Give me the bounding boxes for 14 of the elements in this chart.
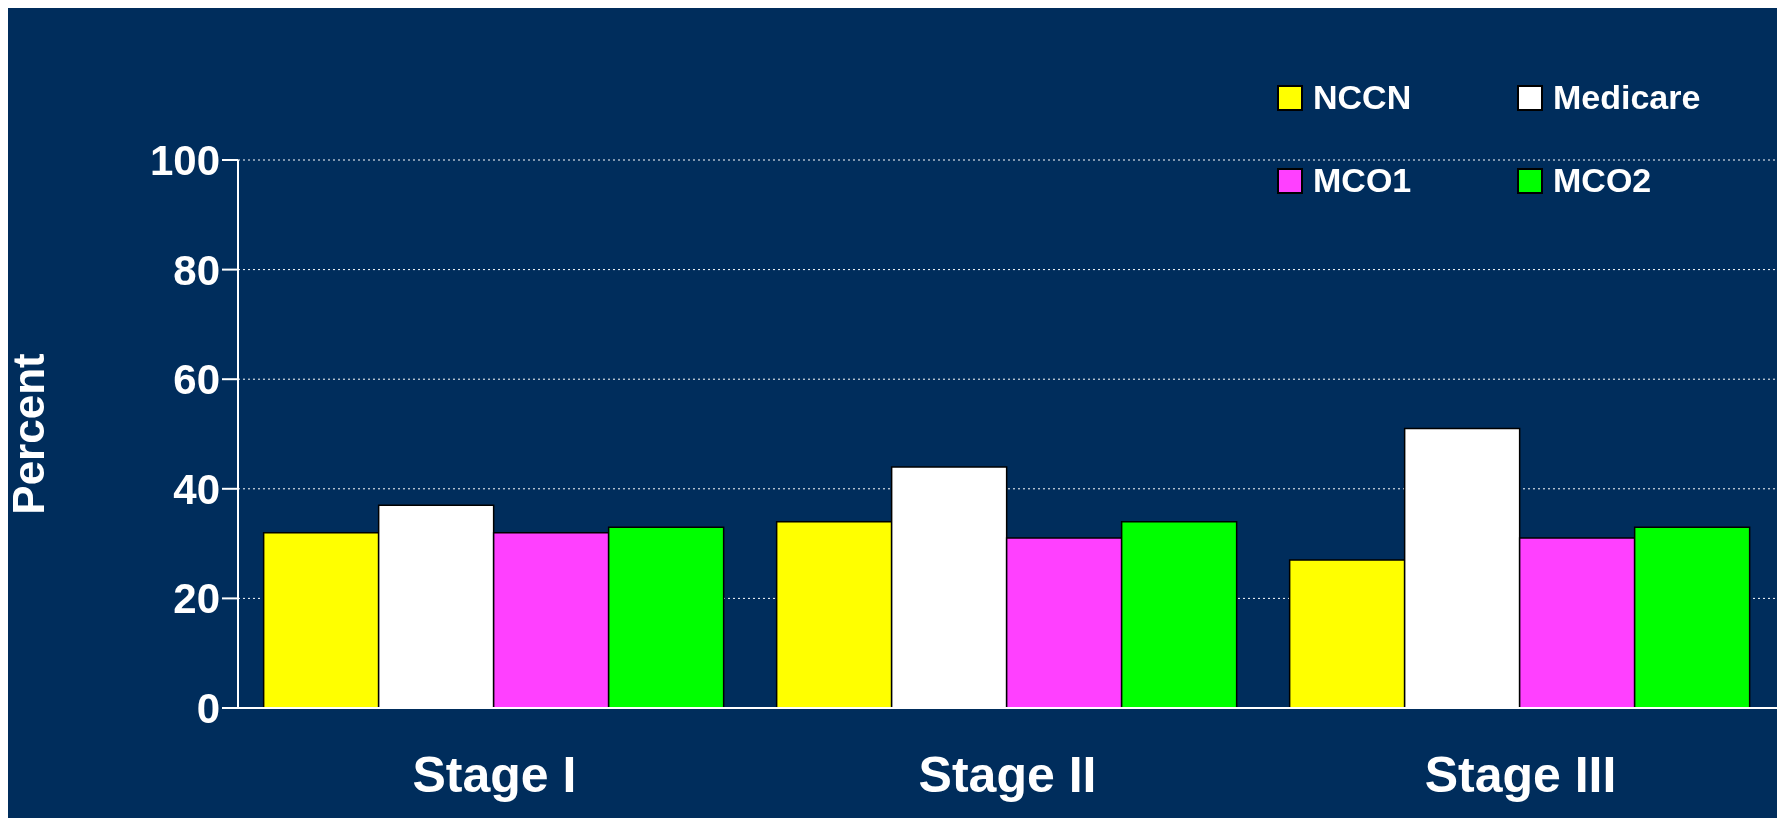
x-tick-label: Stage I: [412, 746, 577, 803]
y-tick-label: 0: [196, 684, 220, 732]
y-tick-label: 40: [173, 465, 220, 513]
x-tick-label: Stage III: [1424, 746, 1617, 803]
y-tick-label: 20: [173, 575, 220, 623]
legend-label: Medicare: [1553, 78, 1701, 117]
legend-label: MCO1: [1313, 161, 1412, 200]
legend-label: NCCN: [1313, 78, 1412, 117]
y-tick-label: 80: [173, 246, 220, 294]
x-tick-label: Stage II: [918, 746, 1097, 803]
y-axis-title: Percent: [3, 352, 53, 515]
y-tick-label: 60: [173, 356, 220, 404]
y-tick-label: 100: [149, 136, 220, 184]
legend-label: MCO2: [1553, 161, 1652, 200]
